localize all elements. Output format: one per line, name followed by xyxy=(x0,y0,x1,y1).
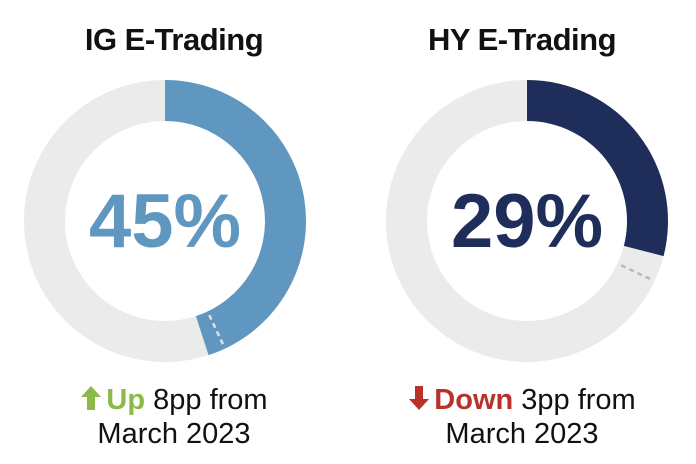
hy-donut-value-label: 29% xyxy=(451,179,603,264)
hy-change-caption: Down 3pp from March 2023 xyxy=(348,383,696,451)
ig-previous-value-marker xyxy=(208,314,225,346)
hy-donut-chart: 29% xyxy=(386,80,668,362)
arrow-down-icon xyxy=(409,386,430,410)
ig-change-caption: Up 8pp from March 2023 xyxy=(0,383,348,451)
ig-change-amount: 8pp from xyxy=(145,384,268,416)
ig-donut-chart: 45% xyxy=(24,80,306,362)
hy-previous-value-marker xyxy=(620,264,652,281)
ig-change-direction: Up xyxy=(106,384,146,416)
arrow-up-icon xyxy=(81,386,102,410)
ig-change-period: March 2023 xyxy=(97,418,251,450)
ig-panel: IG E-Trading 45% Up 8pp from March 2023 xyxy=(0,22,348,451)
hy-panel: HY E-Trading 29% Down 3pp from March 202… xyxy=(348,0,696,464)
ig-donut-value-label: 45% xyxy=(89,179,241,264)
hy-donut-value-arc xyxy=(527,80,668,257)
hy-chart-title: HY E-Trading xyxy=(427,22,617,57)
hy-change-period: March 2023 xyxy=(445,418,599,450)
hy-change-direction: Down xyxy=(434,384,514,416)
ig-chart-title: IG E-Trading xyxy=(84,22,264,57)
ig-donut-value-arc xyxy=(165,80,306,356)
hy-change-amount: 3pp from xyxy=(513,384,636,416)
